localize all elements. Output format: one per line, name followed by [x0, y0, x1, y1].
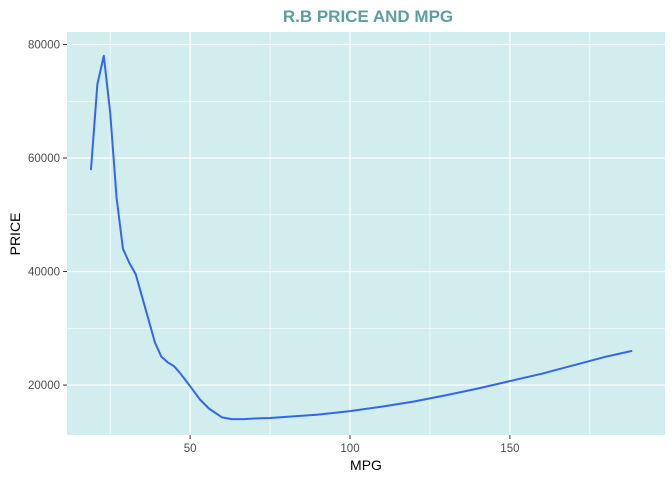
y-axis-label: PRICE [7, 213, 23, 256]
y-tick-label: 20000 [28, 380, 60, 392]
x-tick-label: 100 [340, 443, 359, 455]
y-axis: 20000 40000 60000 80000 [28, 39, 67, 392]
x-tick-label: 150 [500, 443, 519, 455]
series [89, 54, 633, 421]
x-axis: 50 100 150 [184, 435, 519, 455]
series-line [89, 54, 633, 421]
y-tick-label: 40000 [28, 267, 60, 279]
chart-title: R.B PRICE AND MPG [283, 7, 453, 26]
plot-panel [67, 32, 665, 435]
y-tick-label: 80000 [28, 39, 60, 51]
grid-major [67, 32, 665, 435]
y-tick-label: 60000 [28, 153, 60, 165]
x-tick-label: 50 [184, 443, 197, 455]
grid-minor [67, 32, 665, 435]
x-axis-label: MPG [350, 457, 382, 473]
